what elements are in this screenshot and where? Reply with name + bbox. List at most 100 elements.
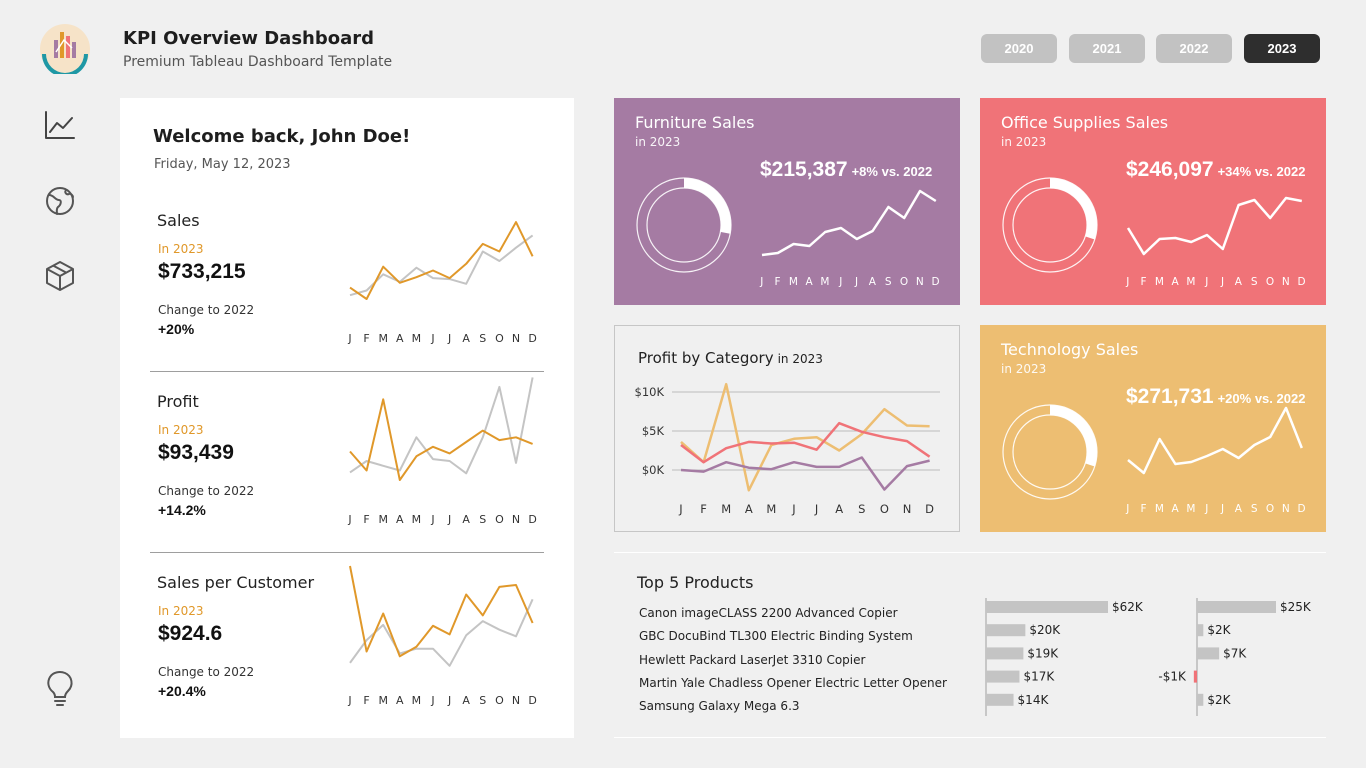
month-tick-label: A: [396, 694, 404, 707]
profit-bar[interactable]: [1197, 601, 1276, 613]
product-name[interactable]: GBC DocuBind TL300 Electric Binding Syst…: [639, 629, 913, 643]
dashboard-subtitle: Premium Tableau Dashboard Template: [123, 54, 393, 70]
card-change: +34% vs. 2022: [1217, 164, 1306, 179]
box-icon[interactable]: [42, 258, 78, 294]
year-button-2021[interactable]: 2021: [1069, 34, 1145, 63]
product-name[interactable]: Canon imageCLASS 2200 Advanced Copier: [639, 606, 898, 620]
month-tick-label: O: [900, 276, 909, 288]
sparkline-current-year: [349, 221, 534, 300]
year-button-2020[interactable]: 2020: [981, 34, 1057, 63]
kpi-change-profit: +14.2%: [158, 502, 206, 518]
profit-bar[interactable]: [1197, 647, 1220, 660]
sales-bar[interactable]: [986, 647, 1024, 660]
profit-bar[interactable]: [1197, 624, 1204, 637]
kpi-title-profit: Profit: [157, 392, 199, 411]
line-chart-icon[interactable]: [42, 108, 78, 144]
month-tick-label: F: [1141, 276, 1148, 288]
profit-bar-negative[interactable]: [1193, 670, 1197, 683]
year-button-2023[interactable]: 2023: [1244, 34, 1320, 63]
donut-arc: [683, 178, 731, 234]
kpi-title-sales-per-customer: Sales per Customer: [157, 573, 315, 592]
kpi-title-sales: Sales: [157, 211, 200, 230]
month-tick-label: M: [1155, 276, 1165, 288]
month-tick-label: J: [1204, 276, 1209, 288]
office-supplies-sales-card[interactable]: Office Supplies Sales in 2023 $246,097 +3…: [980, 98, 1326, 305]
globe-icon[interactable]: [42, 183, 78, 219]
month-tick-label: S: [1251, 503, 1258, 515]
card-year: in 2023: [635, 135, 681, 149]
sales-bar[interactable]: [986, 624, 1026, 637]
lightbulb-icon[interactable]: [42, 668, 78, 708]
kpi-year-sales: In 2023: [158, 242, 204, 256]
sales-bar-label: $20K: [1029, 623, 1061, 637]
product-name[interactable]: Martin Yale Chadless Opener Electric Let…: [639, 676, 947, 690]
sales-bar-label: $17K: [1023, 670, 1055, 684]
profit-by-category-panel: Profit by Category in 2023 $10K $5K $0K J F M A…: [614, 325, 960, 532]
kpi-year-profit: In 2023: [158, 423, 204, 437]
kpi-panel: [120, 98, 574, 738]
month-tick-label: A: [396, 332, 404, 345]
month-tick-label: S: [885, 276, 892, 288]
sparkline-previous-year: [349, 598, 534, 667]
profit-bar[interactable]: [1197, 693, 1204, 706]
month-tick-label: D: [1298, 503, 1307, 515]
kpi-change-sales: +20%: [158, 321, 195, 337]
donut-arc: [1049, 178, 1097, 240]
donut-inner-ring: [1012, 187, 1088, 263]
month-tick-label: J: [854, 276, 859, 288]
series-line-technology: [680, 382, 930, 492]
month-tick-label: S: [479, 694, 486, 707]
month-tick-label: J: [447, 694, 451, 707]
furniture-sales-card[interactable]: Furniture Sales in 2023 $215,387 +8% vs. …: [614, 98, 960, 305]
month-tick-label: O: [495, 694, 504, 707]
card-title: Furniture Sales: [635, 113, 755, 132]
month-tick-label: F: [363, 332, 369, 345]
app-logo: [40, 24, 90, 77]
sales-bar[interactable]: [986, 601, 1108, 613]
sales-bar-label: $19K: [1027, 646, 1059, 660]
section-divider: [614, 552, 1326, 553]
series-line-furniture: [680, 456, 930, 491]
current-date: Friday, May 12, 2023: [154, 157, 291, 172]
y-tick-label: $0K: [642, 463, 665, 477]
month-tick-label: D: [528, 332, 536, 345]
dashboard-title: KPI Overview Dashboard: [123, 28, 375, 49]
welcome-message: Welcome back, John Doe!: [153, 126, 411, 147]
month-tick-label: M: [766, 502, 776, 516]
month-tick-label: J: [430, 513, 434, 526]
kpi-change-label-profit: Change to 2022: [158, 484, 255, 498]
technology-sales-card[interactable]: Technology Sales in 2023 $271,731 +20% vs…: [980, 325, 1326, 532]
month-tick-label: A: [1172, 276, 1180, 288]
month-tick-label: M: [378, 694, 388, 707]
donut-inner-ring: [1012, 414, 1088, 490]
card-value: $246,097 +34% vs. 2022: [1126, 158, 1305, 182]
profit-bar-label: $25K: [1280, 600, 1312, 614]
month-tick-label: N: [512, 332, 520, 345]
month-tick-label: J: [759, 276, 764, 288]
month-tick-label: J: [447, 332, 451, 345]
sales-bar-label: $14K: [1018, 693, 1050, 707]
month-tick-label: N: [916, 276, 924, 288]
month-tick-label: A: [745, 502, 753, 516]
month-tick-label: D: [528, 513, 536, 526]
month-tick-label: M: [412, 694, 422, 707]
sales-bar[interactable]: [986, 693, 1014, 706]
card-value-number: $215,387: [760, 158, 848, 181]
kpi-divider: [150, 552, 544, 553]
month-tick-label: O: [1266, 276, 1275, 288]
year-button-2022[interactable]: 2022: [1156, 34, 1232, 63]
kpi-value-sales-per-customer: $924.6: [158, 622, 223, 645]
sales-bar[interactable]: [986, 670, 1020, 683]
month-tick-label: J: [430, 332, 434, 345]
card-value-number: $246,097: [1126, 158, 1214, 181]
card-value: $215,387 +8% vs. 2022: [760, 158, 932, 182]
product-name[interactable]: Samsung Galaxy Mega 6.3: [639, 699, 800, 713]
month-tick-label: A: [1172, 503, 1180, 515]
month-tick-label: M: [412, 332, 422, 345]
month-tick-label: J: [347, 513, 351, 526]
month-tick-label: M: [820, 276, 830, 288]
card-trend-line: [761, 189, 937, 257]
product-name[interactable]: Hewlett Packard LaserJet 3310 Copier: [639, 653, 866, 667]
